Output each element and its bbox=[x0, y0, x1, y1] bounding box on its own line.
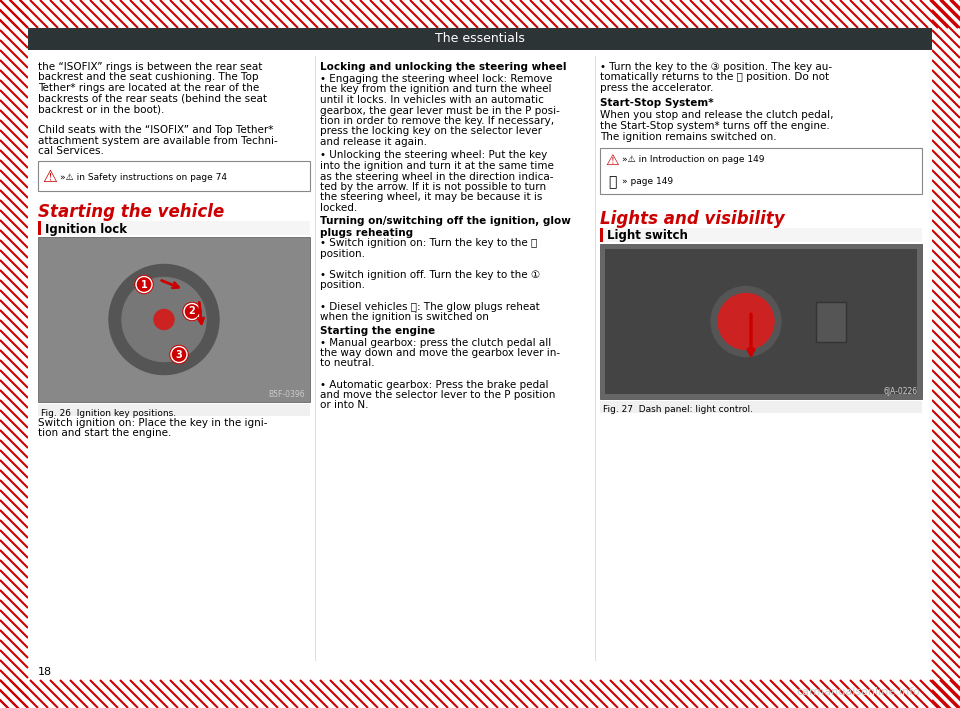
Bar bbox=[28, 28, 932, 652]
Bar bbox=[816, 302, 846, 341]
Bar bbox=[38, 404, 310, 416]
Bar bbox=[38, 161, 310, 191]
Text: the key from the ignition and turn the wheel: the key from the ignition and turn the w… bbox=[320, 84, 551, 94]
Text: plugs reheating: plugs reheating bbox=[320, 227, 413, 237]
Bar bbox=[600, 228, 603, 242]
Text: 6JA-0226: 6JA-0226 bbox=[884, 387, 918, 396]
Text: the steering wheel, it may be because it is: the steering wheel, it may be because it… bbox=[320, 193, 542, 202]
Text: the “ISOFIX” rings is between the rear seat: the “ISOFIX” rings is between the rear s… bbox=[38, 62, 262, 72]
Text: tomatically returns to the Ⓒ position. Do not: tomatically returns to the Ⓒ position. D… bbox=[600, 72, 829, 83]
Text: to neutral.: to neutral. bbox=[320, 358, 374, 368]
Circle shape bbox=[109, 265, 219, 375]
Text: backrest or in the boot).: backrest or in the boot). bbox=[38, 104, 164, 114]
Bar bbox=[38, 221, 310, 235]
Circle shape bbox=[135, 275, 153, 294]
Text: the Start-Stop system* turns off the engine.: the Start-Stop system* turns off the eng… bbox=[600, 121, 829, 131]
Text: 1: 1 bbox=[140, 280, 148, 290]
Text: gearbox, the gear lever must be in the P posi-: gearbox, the gear lever must be in the P… bbox=[320, 105, 560, 115]
Text: B5F-0396: B5F-0396 bbox=[269, 390, 305, 399]
Text: Starting the vehicle: Starting the vehicle bbox=[38, 203, 225, 221]
Text: backrest and the seat cushioning. The Top: backrest and the seat cushioning. The To… bbox=[38, 72, 258, 83]
Text: When you stop and release the clutch pedal,: When you stop and release the clutch ped… bbox=[600, 110, 833, 120]
Bar bbox=[600, 148, 922, 194]
Text: and release it again.: and release it again. bbox=[320, 137, 427, 147]
Bar bbox=[600, 244, 922, 399]
Text: Ignition lock: Ignition lock bbox=[45, 222, 127, 236]
Text: • Engaging the steering wheel lock: Remove: • Engaging the steering wheel lock: Remo… bbox=[320, 74, 552, 84]
Text: »⚠ in Safety instructions on page 74: »⚠ in Safety instructions on page 74 bbox=[60, 173, 227, 181]
Text: »⚠ in Introduction on page 149: »⚠ in Introduction on page 149 bbox=[622, 156, 764, 164]
Text: Starting the engine: Starting the engine bbox=[320, 326, 435, 336]
Text: 3: 3 bbox=[176, 350, 182, 360]
Text: cal Services.: cal Services. bbox=[38, 146, 104, 156]
Text: • Unlocking the steering wheel: Put the key: • Unlocking the steering wheel: Put the … bbox=[320, 151, 547, 161]
Text: The ignition remains switched on.: The ignition remains switched on. bbox=[600, 132, 777, 142]
Text: as the steering wheel in the direction indica-: as the steering wheel in the direction i… bbox=[320, 171, 554, 181]
Text: Light switch: Light switch bbox=[607, 229, 688, 243]
Circle shape bbox=[154, 309, 174, 329]
Text: until it locks. In vehicles with an automatic: until it locks. In vehicles with an auto… bbox=[320, 95, 544, 105]
Circle shape bbox=[122, 278, 206, 362]
Text: tion in order to remove the key. If necessary,: tion in order to remove the key. If nece… bbox=[320, 116, 554, 126]
Text: 2: 2 bbox=[188, 307, 196, 316]
Text: Fig. 27  Dash panel: light control.: Fig. 27 Dash panel: light control. bbox=[603, 406, 753, 414]
Bar bbox=[605, 249, 917, 394]
Text: backrests of the rear seats (behind the seat: backrests of the rear seats (behind the … bbox=[38, 93, 267, 103]
Text: 18: 18 bbox=[38, 667, 52, 677]
Text: Lights and visibility: Lights and visibility bbox=[600, 210, 784, 228]
Text: when the ignition is switched on: when the ignition is switched on bbox=[320, 312, 489, 322]
Text: press the locking key on the selector lever: press the locking key on the selector le… bbox=[320, 127, 542, 137]
Text: Start-Stop System*: Start-Stop System* bbox=[600, 98, 713, 108]
Bar bbox=[600, 228, 922, 242]
Text: and move the selector lever to the P position: and move the selector lever to the P pos… bbox=[320, 390, 556, 400]
Text: • Switch ignition off. Turn the key to the ①: • Switch ignition off. Turn the key to t… bbox=[320, 270, 540, 280]
Circle shape bbox=[718, 294, 774, 350]
Text: • Manual gearbox: press the clutch pedal all: • Manual gearbox: press the clutch pedal… bbox=[320, 338, 551, 348]
Text: ⚠: ⚠ bbox=[42, 168, 58, 186]
Text: Tether* rings are located at the rear of the: Tether* rings are located at the rear of… bbox=[38, 83, 259, 93]
Text: » page 149: » page 149 bbox=[622, 178, 673, 186]
Circle shape bbox=[711, 287, 781, 357]
Text: locked.: locked. bbox=[320, 203, 357, 213]
Text: into the ignition and turn it at the same time: into the ignition and turn it at the sam… bbox=[320, 161, 554, 171]
Bar bbox=[38, 221, 41, 235]
Text: Child seats with the “ISOFIX” and Top Tether*: Child seats with the “ISOFIX” and Top Te… bbox=[38, 125, 274, 135]
Bar bbox=[38, 237, 310, 402]
Text: or into N.: or into N. bbox=[320, 401, 369, 411]
Circle shape bbox=[183, 302, 201, 321]
Text: The essentials: The essentials bbox=[435, 33, 525, 45]
Text: the way down and move the gearbox lever in-: the way down and move the gearbox lever … bbox=[320, 348, 560, 358]
Text: • Switch ignition on: Turn the key to the Ⓒ: • Switch ignition on: Turn the key to th… bbox=[320, 239, 538, 249]
Text: press the accelerator.: press the accelerator. bbox=[600, 83, 713, 93]
Text: Turning on/switching off the ignition, glow: Turning on/switching off the ignition, g… bbox=[320, 217, 571, 227]
Text: ⚠: ⚠ bbox=[605, 152, 619, 168]
Text: attachment system are available from Techni-: attachment system are available from Tec… bbox=[38, 135, 277, 146]
Text: position.: position. bbox=[320, 249, 365, 259]
Text: 📖: 📖 bbox=[608, 175, 616, 189]
Text: • Automatic gearbox: Press the brake pedal: • Automatic gearbox: Press the brake ped… bbox=[320, 379, 548, 389]
Bar bbox=[28, 28, 932, 50]
Text: Locking and unlocking the steering wheel: Locking and unlocking the steering wheel bbox=[320, 62, 566, 72]
Text: • Turn the key to the ③ position. The key au-: • Turn the key to the ③ position. The ke… bbox=[600, 62, 832, 72]
Text: carmanualsonline.info: carmanualsonline.info bbox=[796, 687, 920, 697]
Text: tion and start the engine.: tion and start the engine. bbox=[38, 428, 172, 438]
Text: position.: position. bbox=[320, 280, 365, 290]
Text: Fig. 26  Ignition key positions.: Fig. 26 Ignition key positions. bbox=[41, 409, 176, 418]
Text: Switch ignition on: Place the key in the igni-: Switch ignition on: Place the key in the… bbox=[38, 418, 268, 428]
Text: • Diesel vehicles Ⓗ: The glow plugs reheat: • Diesel vehicles Ⓗ: The glow plugs rehe… bbox=[320, 302, 540, 312]
Bar bbox=[600, 401, 922, 413]
Circle shape bbox=[170, 346, 188, 363]
Text: ted by the arrow. If it is not possible to turn: ted by the arrow. If it is not possible … bbox=[320, 182, 546, 192]
